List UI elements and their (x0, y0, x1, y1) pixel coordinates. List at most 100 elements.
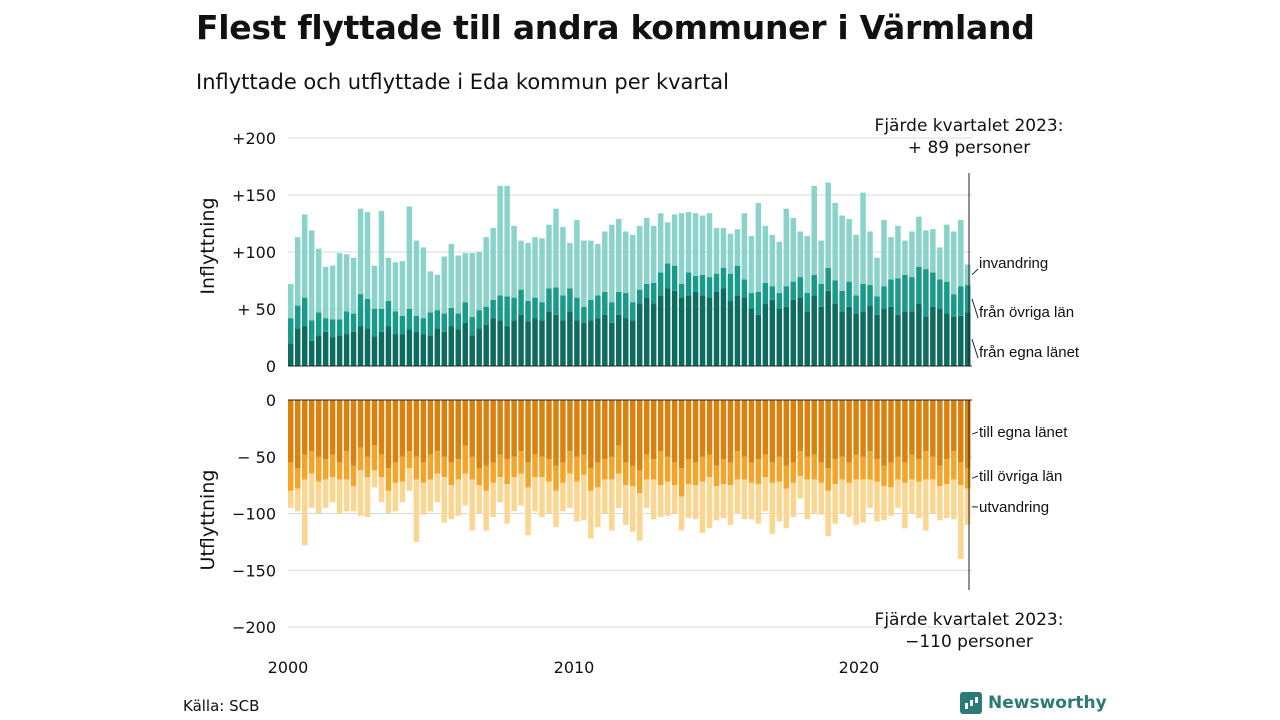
bar-inflow-segment (832, 280, 838, 304)
bar-outflow-segment (560, 400, 566, 463)
bar-outflow-segment (713, 486, 720, 521)
annotation-inflow-line2: + 89 personer (908, 138, 1030, 158)
brand-name: Newsworthy (988, 693, 1107, 713)
bar-outflow-segment (902, 462, 908, 483)
bar-outflow-segment (832, 459, 838, 484)
bar-inflow-segment (944, 224, 950, 282)
bar-outflow-segment (406, 468, 413, 491)
bar-inflow-segment (811, 295, 817, 366)
bar-outflow-segment (839, 456, 845, 480)
bar-inflow-segment (678, 283, 685, 298)
ylabel-outflow: Utflyttning (197, 470, 219, 571)
bar-inflow-segment (734, 295, 741, 366)
ylabel-inflow: Inflyttning (197, 197, 219, 294)
bar-inflow-segment (699, 274, 706, 296)
bar-inflow-segment (574, 220, 580, 298)
axes (288, 173, 979, 590)
bar-inflow-segment (511, 297, 517, 321)
bar-outflow-segment (399, 400, 406, 457)
bar-outflow-segment (385, 490, 392, 514)
bar-outflow-segment (532, 454, 538, 478)
bar-outflow-segment (888, 487, 894, 516)
bar-inflow-segment (916, 303, 922, 366)
bar-outflow-segment (825, 468, 831, 491)
leader-line (971, 339, 979, 359)
bar-inflow-segment (867, 285, 873, 306)
bar-inflow-segment (874, 296, 880, 315)
series-label-outflow: till egna länet (979, 424, 1068, 441)
bar-inflow-segment (539, 320, 545, 366)
bar-inflow-segment (469, 335, 475, 366)
bar-outflow-segment (609, 479, 615, 531)
bar-outflow-segment (609, 456, 615, 480)
bar-outflow-segment (378, 400, 385, 455)
bar-inflow-segment (706, 277, 713, 298)
bar-inflow-segment (748, 293, 755, 309)
bar-inflow-segment (636, 289, 643, 304)
bar-inflow-segment (762, 303, 769, 366)
bar-inflow-segment (853, 313, 859, 366)
bar-outflow-segment (720, 483, 727, 519)
bar-outflow-segment (692, 400, 699, 463)
bar-outflow-segment (490, 482, 496, 517)
bar-inflow-segment (888, 237, 894, 280)
bar-inflow-segment (636, 225, 643, 290)
bar-outflow-segment (797, 400, 803, 452)
bar-outflow-segment (288, 490, 294, 508)
bar-inflow-segment (916, 216, 922, 267)
bar-outflow-segment (741, 456, 748, 480)
bar-inflow-segment (357, 208, 364, 295)
bar-outflow-segment (413, 479, 420, 542)
bar-outflow-segment (881, 465, 887, 487)
bar-outflow-segment (678, 400, 685, 469)
annotation-inflow-line1: Fjärde kvartalet 2023: (875, 116, 1064, 136)
bar-outflow-segment (671, 485, 678, 514)
bar-inflow-segment (706, 297, 713, 366)
bar-inflow-segment (685, 295, 692, 366)
bar-outflow-segment (378, 477, 385, 503)
leader-line (971, 268, 979, 276)
bar-inflow-segment (413, 331, 420, 366)
bar-outflow-segment (783, 400, 790, 466)
bar-inflow-segment (581, 306, 587, 323)
bar-outflow-segment (623, 400, 629, 463)
bar-inflow-segment (881, 309, 887, 366)
bar-inflow-segment (643, 283, 650, 298)
bar-outflow-segment (895, 400, 901, 457)
bar-inflow-segment (315, 312, 322, 336)
bar-inflow-segment (525, 301, 531, 322)
bar-outflow-segment (797, 451, 803, 477)
bar-inflow-segment (741, 297, 748, 366)
bar-inflow-segment (455, 329, 461, 366)
bar-inflow-segment (965, 285, 971, 313)
bar-outflow-segment (846, 482, 852, 517)
bar-outflow-segment (329, 477, 336, 503)
bar-inflow-segment (343, 254, 350, 312)
bar-inflow-segment (322, 266, 329, 319)
bar-outflow-segment (336, 400, 343, 463)
bar-outflow-segment (790, 462, 797, 483)
bar-outflow-segment (944, 459, 950, 484)
bar-inflow-segment (350, 313, 357, 332)
bar-inflow-segment (825, 267, 831, 291)
bar-inflow-segment (532, 297, 538, 319)
bar-inflow-segment (469, 316, 475, 336)
bar-outflow-segment (825, 490, 831, 537)
bar-inflow-segment (860, 283, 866, 312)
bar-outflow-segment (616, 473, 622, 508)
bar-outflow-segment (497, 400, 503, 455)
bar-inflow-segment (616, 218, 622, 292)
bar-inflow-segment (609, 302, 615, 323)
bar-outflow-segment (755, 459, 762, 484)
bar-outflow-segment (706, 477, 713, 529)
brand-logo[interactable]: Newsworthy (960, 692, 1107, 714)
bar-inflow-segment (909, 311, 915, 366)
bar-inflow-segment (371, 265, 378, 309)
bar-inflow-segment (448, 326, 455, 366)
bar-inflow-segment (769, 286, 776, 300)
bar-inflow-segment (357, 294, 364, 327)
bar-inflow-segment (699, 295, 706, 366)
bar-outflow-segment (413, 456, 420, 480)
series-label-outflow: till övriga län (979, 468, 1062, 485)
bar-outflow-segment (720, 459, 727, 484)
